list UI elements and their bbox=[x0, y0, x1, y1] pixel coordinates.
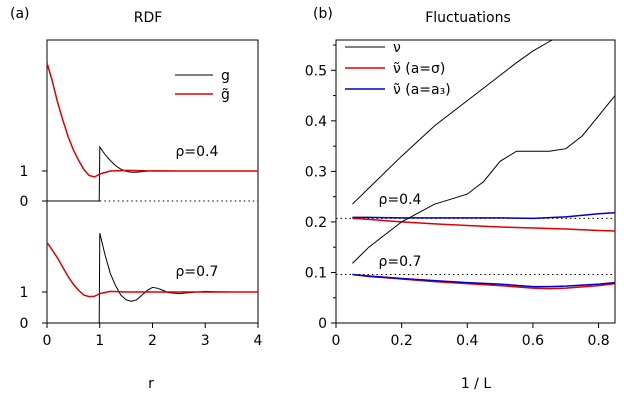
density-label: ρ=0.7 bbox=[176, 264, 219, 280]
x-tick-label-a: 3 bbox=[201, 333, 210, 349]
x-tick-label-b: 0 bbox=[332, 333, 341, 349]
density-label: ρ=0.4 bbox=[176, 144, 219, 160]
x-tick-label-b: 0.2 bbox=[391, 333, 413, 349]
x-tick-label-a: 4 bbox=[254, 333, 263, 349]
y-tick-label-a: 0 bbox=[20, 194, 29, 210]
series-nu-tilde-sigma-line bbox=[352, 217, 615, 232]
panel-a-xlabel: r bbox=[148, 376, 154, 392]
y-tick-label-b: 0 bbox=[318, 316, 327, 332]
series-g-tilde-line bbox=[46, 241, 258, 298]
legend-g-label: g bbox=[221, 68, 230, 84]
panel-b-xlabel: 1 / L bbox=[461, 376, 492, 392]
density-label: ρ=0.4 bbox=[379, 192, 422, 208]
y-tick-label-a: 0 bbox=[20, 316, 29, 332]
panel-a-title: RDF bbox=[134, 10, 163, 26]
panel-b-tag: (b) bbox=[313, 6, 333, 22]
x-tick-label-a: 2 bbox=[148, 333, 157, 349]
y-tick-label-a: 1 bbox=[20, 164, 29, 180]
panel-a-marks: 0 1 2 3 4 0 1 0 1 ρ=0.4 ρ=0.7 g g̃ bbox=[20, 62, 263, 349]
series-nu-tilde-a3-line bbox=[352, 273, 615, 288]
panel-b-title: Fluctuations bbox=[425, 10, 511, 26]
x-tick-label-b: 0.6 bbox=[522, 333, 544, 349]
series-nu-tilde-sigma-line bbox=[352, 273, 615, 290]
y-tick-label-b: 0.1 bbox=[305, 265, 327, 281]
panel-a-tag: (a) bbox=[10, 6, 30, 22]
series-g-line bbox=[47, 145, 258, 202]
x-tick-label-b: 0.4 bbox=[456, 333, 478, 349]
y-tick-label-b: 0.5 bbox=[305, 63, 327, 79]
y-tick-label-b: 0.3 bbox=[305, 164, 327, 180]
panel-b-frame bbox=[335, 39, 616, 324]
legend-label: ν bbox=[393, 40, 401, 56]
density-label: ρ=0.7 bbox=[379, 254, 422, 270]
panel-b-series-group bbox=[352, 40, 615, 290]
x-tick-label-b: 0.8 bbox=[587, 333, 609, 349]
panel-b-marks: 0 0.2 0.4 0.6 0.8 0 0.1 0.2 0.3 0.4 0.5 ρ=0.4 ρ=0.7 ν… bbox=[305, 40, 615, 349]
series-g-tilde-line bbox=[46, 62, 258, 178]
legend-g-tilde-label: g̃ bbox=[221, 87, 230, 103]
legend-label: ν̃ (a=a₃) bbox=[393, 82, 451, 98]
x-tick-label-a: 0 bbox=[43, 333, 52, 349]
legend-label: ν̃ (a=σ) bbox=[393, 61, 445, 77]
series-nu-line bbox=[352, 40, 554, 205]
x-tick-label-a: 1 bbox=[95, 333, 104, 349]
series-nu-tilde-a3-line bbox=[352, 212, 615, 220]
series-nu-line bbox=[352, 95, 615, 264]
y-tick-label-b: 0.4 bbox=[305, 114, 327, 130]
y-tick-label-a: 1 bbox=[20, 285, 29, 301]
y-tick-label-b: 0.2 bbox=[305, 215, 327, 231]
